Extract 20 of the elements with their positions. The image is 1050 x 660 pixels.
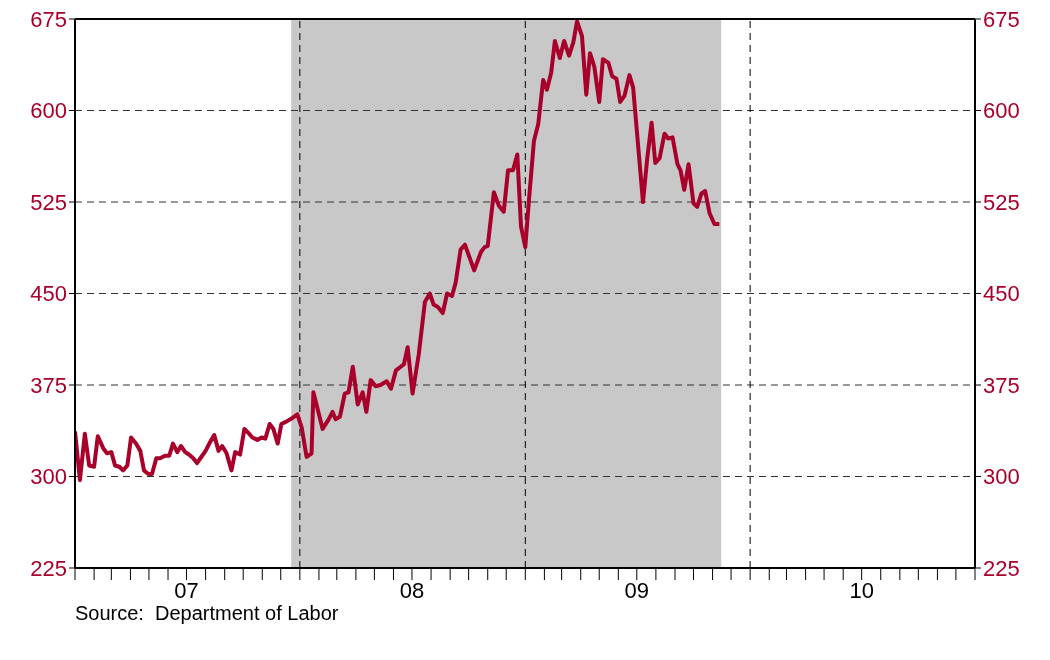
y-tick-label: 525	[30, 189, 67, 215]
y2-tick-label: 225	[983, 555, 1020, 581]
line-series	[75, 19, 722, 483]
y-tick-label: 675	[30, 6, 67, 32]
y-tick-label: 225	[30, 555, 67, 581]
x-tick-label: 10	[849, 577, 874, 603]
x-tick-label: 08	[399, 577, 425, 603]
y-tick-label: 375	[30, 372, 67, 398]
x-tick-label: 07	[174, 577, 199, 603]
x-tick-label: 09	[624, 577, 650, 603]
y-tick-label: 300	[30, 464, 67, 490]
y-tick-label: 600	[30, 98, 67, 124]
y2-tick-label: 300	[983, 464, 1020, 490]
y-tick-label: 450	[30, 281, 67, 307]
y2-tick-label: 600	[983, 98, 1020, 124]
y2-tick-label: 450	[983, 281, 1020, 307]
y2-tick-label: 675	[983, 6, 1020, 32]
y2-tick-label: 375	[983, 372, 1020, 398]
y2-tick-label: 525	[983, 189, 1020, 215]
source-note: Source: Department of Labor	[75, 602, 340, 625]
